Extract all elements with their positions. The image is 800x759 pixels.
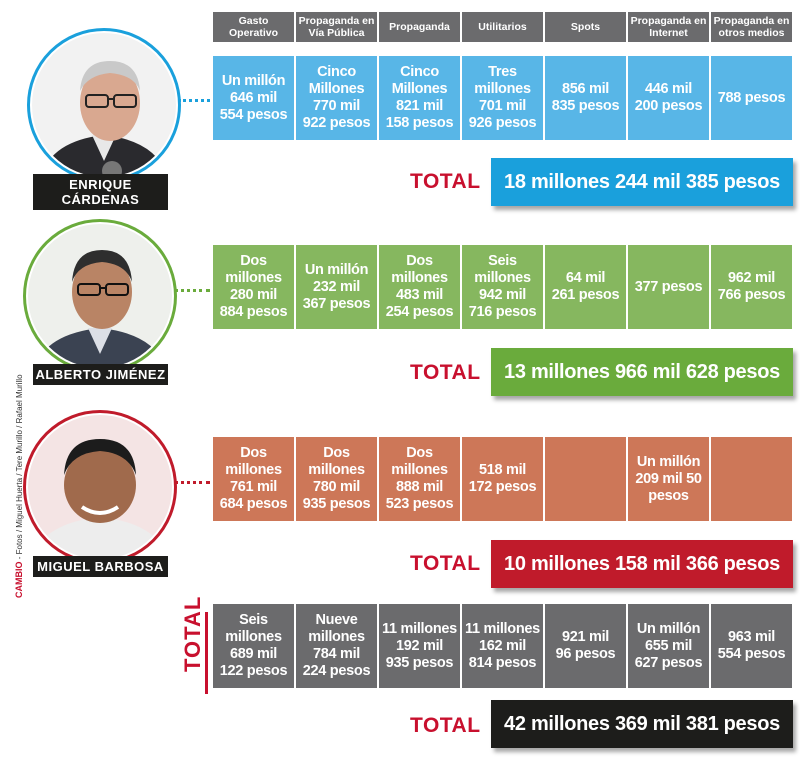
amount-cell: Dos millones 280 mil 884 pesos [213, 245, 294, 329]
portrait-illustration [28, 415, 172, 559]
amount-cell: Seis millones 942 mil 716 pesos [462, 245, 543, 329]
total-value: 10 millones 158 mil 366 pesos [491, 540, 793, 588]
amount-cell: 446 mil 200 pesos [628, 56, 709, 140]
grand-total-cell: 11 millones 192 mil 935 pesos [379, 604, 460, 688]
grand-total-cell: 11 millones 162 mil 814 pesos [462, 604, 543, 688]
amount-cell [545, 437, 626, 521]
column-header: Spots [545, 12, 626, 42]
grand-total-cell: Nueve millones 784 mil 224 pesos [296, 604, 377, 688]
column-header: Utilitarios [462, 12, 543, 42]
grand-total-cell: Seis millones 689 mil 122 pesos [213, 604, 294, 688]
total-label: TOTAL [410, 170, 481, 193]
amount-cell: 377 pesos [628, 245, 709, 329]
column-header: Gasto Operativo [213, 12, 294, 42]
amount-cell: Un millón 646 mil 554 pesos [213, 56, 294, 140]
candidate-portrait [23, 410, 177, 564]
column-header: Propaganda en otros medios [711, 12, 792, 42]
amount-cell: 962 mil 766 pesos [711, 245, 792, 329]
credit-text: - Fotos / Miguel Huerta / Tere Murillo /… [15, 374, 24, 562]
candidate-portrait [23, 219, 177, 373]
amount-cell: Dos millones 888 mil 523 pesos [379, 437, 460, 521]
total-label: TOTAL [410, 361, 481, 384]
amount-cell: Dos millones 483 mil 254 pesos [379, 245, 460, 329]
amount-cell: Un millón 232 mil 367 pesos [296, 245, 377, 329]
grand-total-label: TOTAL [410, 714, 481, 737]
amount-cell: Un millón 209 mil 50 pesos [628, 437, 709, 521]
amount-cell: Dos millones 761 mil 684 pesos [213, 437, 294, 521]
total-value: 13 millones 966 mil 628 pesos [491, 348, 793, 396]
portrait-illustration [32, 33, 176, 177]
grand-total-cell: 921 mil 96 pesos [545, 604, 626, 688]
credit-brand: CAMBIO [14, 561, 24, 599]
amount-cell: 64 mil 261 pesos [545, 245, 626, 329]
amount-cell: Tres millones 701 mil 926 pesos [462, 56, 543, 140]
amount-cell: Cinco Millones 821 mil 158 pesos [379, 56, 460, 140]
amount-cell: 788 pesos [711, 56, 792, 140]
photo-credit: CAMBIO - Fotos / Miguel Huerta / Tere Mu… [14, 374, 24, 598]
connector-dots [178, 99, 210, 102]
amount-cell [711, 437, 792, 521]
column-header: Propaganda en Internet [628, 12, 709, 42]
column-header: Propaganda [379, 12, 460, 42]
amount-cell: Cinco Millones 770 mil 922 pesos [296, 56, 377, 140]
amount-cell: 856 mil 835 pesos [545, 56, 626, 140]
amount-cell: 518 mil 172 pesos [462, 437, 543, 521]
amount-cell: Dos millones 780 mil 935 pesos [296, 437, 377, 521]
grand-total-side-label: TOTAL [180, 595, 205, 672]
grand-total-value: 42 millones 369 mil 381 pesos [491, 700, 793, 748]
grand-total-divider [205, 612, 208, 694]
grand-total-cell: Un millón 655 mil 627 pesos [628, 604, 709, 688]
candidate-row: Un millón 646 mil 554 pesos Cinco Millon… [213, 56, 792, 140]
candidate-name: ENRIQUE CÁRDENAS [33, 174, 168, 210]
column-headers: Gasto Operativo Propaganda en Vía Públic… [213, 12, 792, 42]
candidate-row: Dos millones 280 mil 884 pesos Un millón… [213, 245, 792, 329]
candidate-portrait [27, 28, 181, 182]
total-label: TOTAL [410, 552, 481, 575]
candidate-name: MIGUEL BARBOSA [33, 556, 168, 577]
connector-dots [174, 481, 210, 484]
grand-total-row: Seis millones 689 mil 122 pesos Nueve mi… [213, 604, 792, 688]
total-value: 18 millones 244 mil 385 pesos [491, 158, 793, 206]
grand-total-cell: 963 mil 554 pesos [711, 604, 792, 688]
candidate-row: Dos millones 761 mil 684 pesos Dos millo… [213, 437, 792, 521]
portrait-illustration [28, 224, 172, 368]
connector-dots [174, 289, 210, 292]
candidate-name: ALBERTO JIMÉNEZ [33, 364, 168, 385]
column-header: Propaganda en Vía Pública [296, 12, 377, 42]
